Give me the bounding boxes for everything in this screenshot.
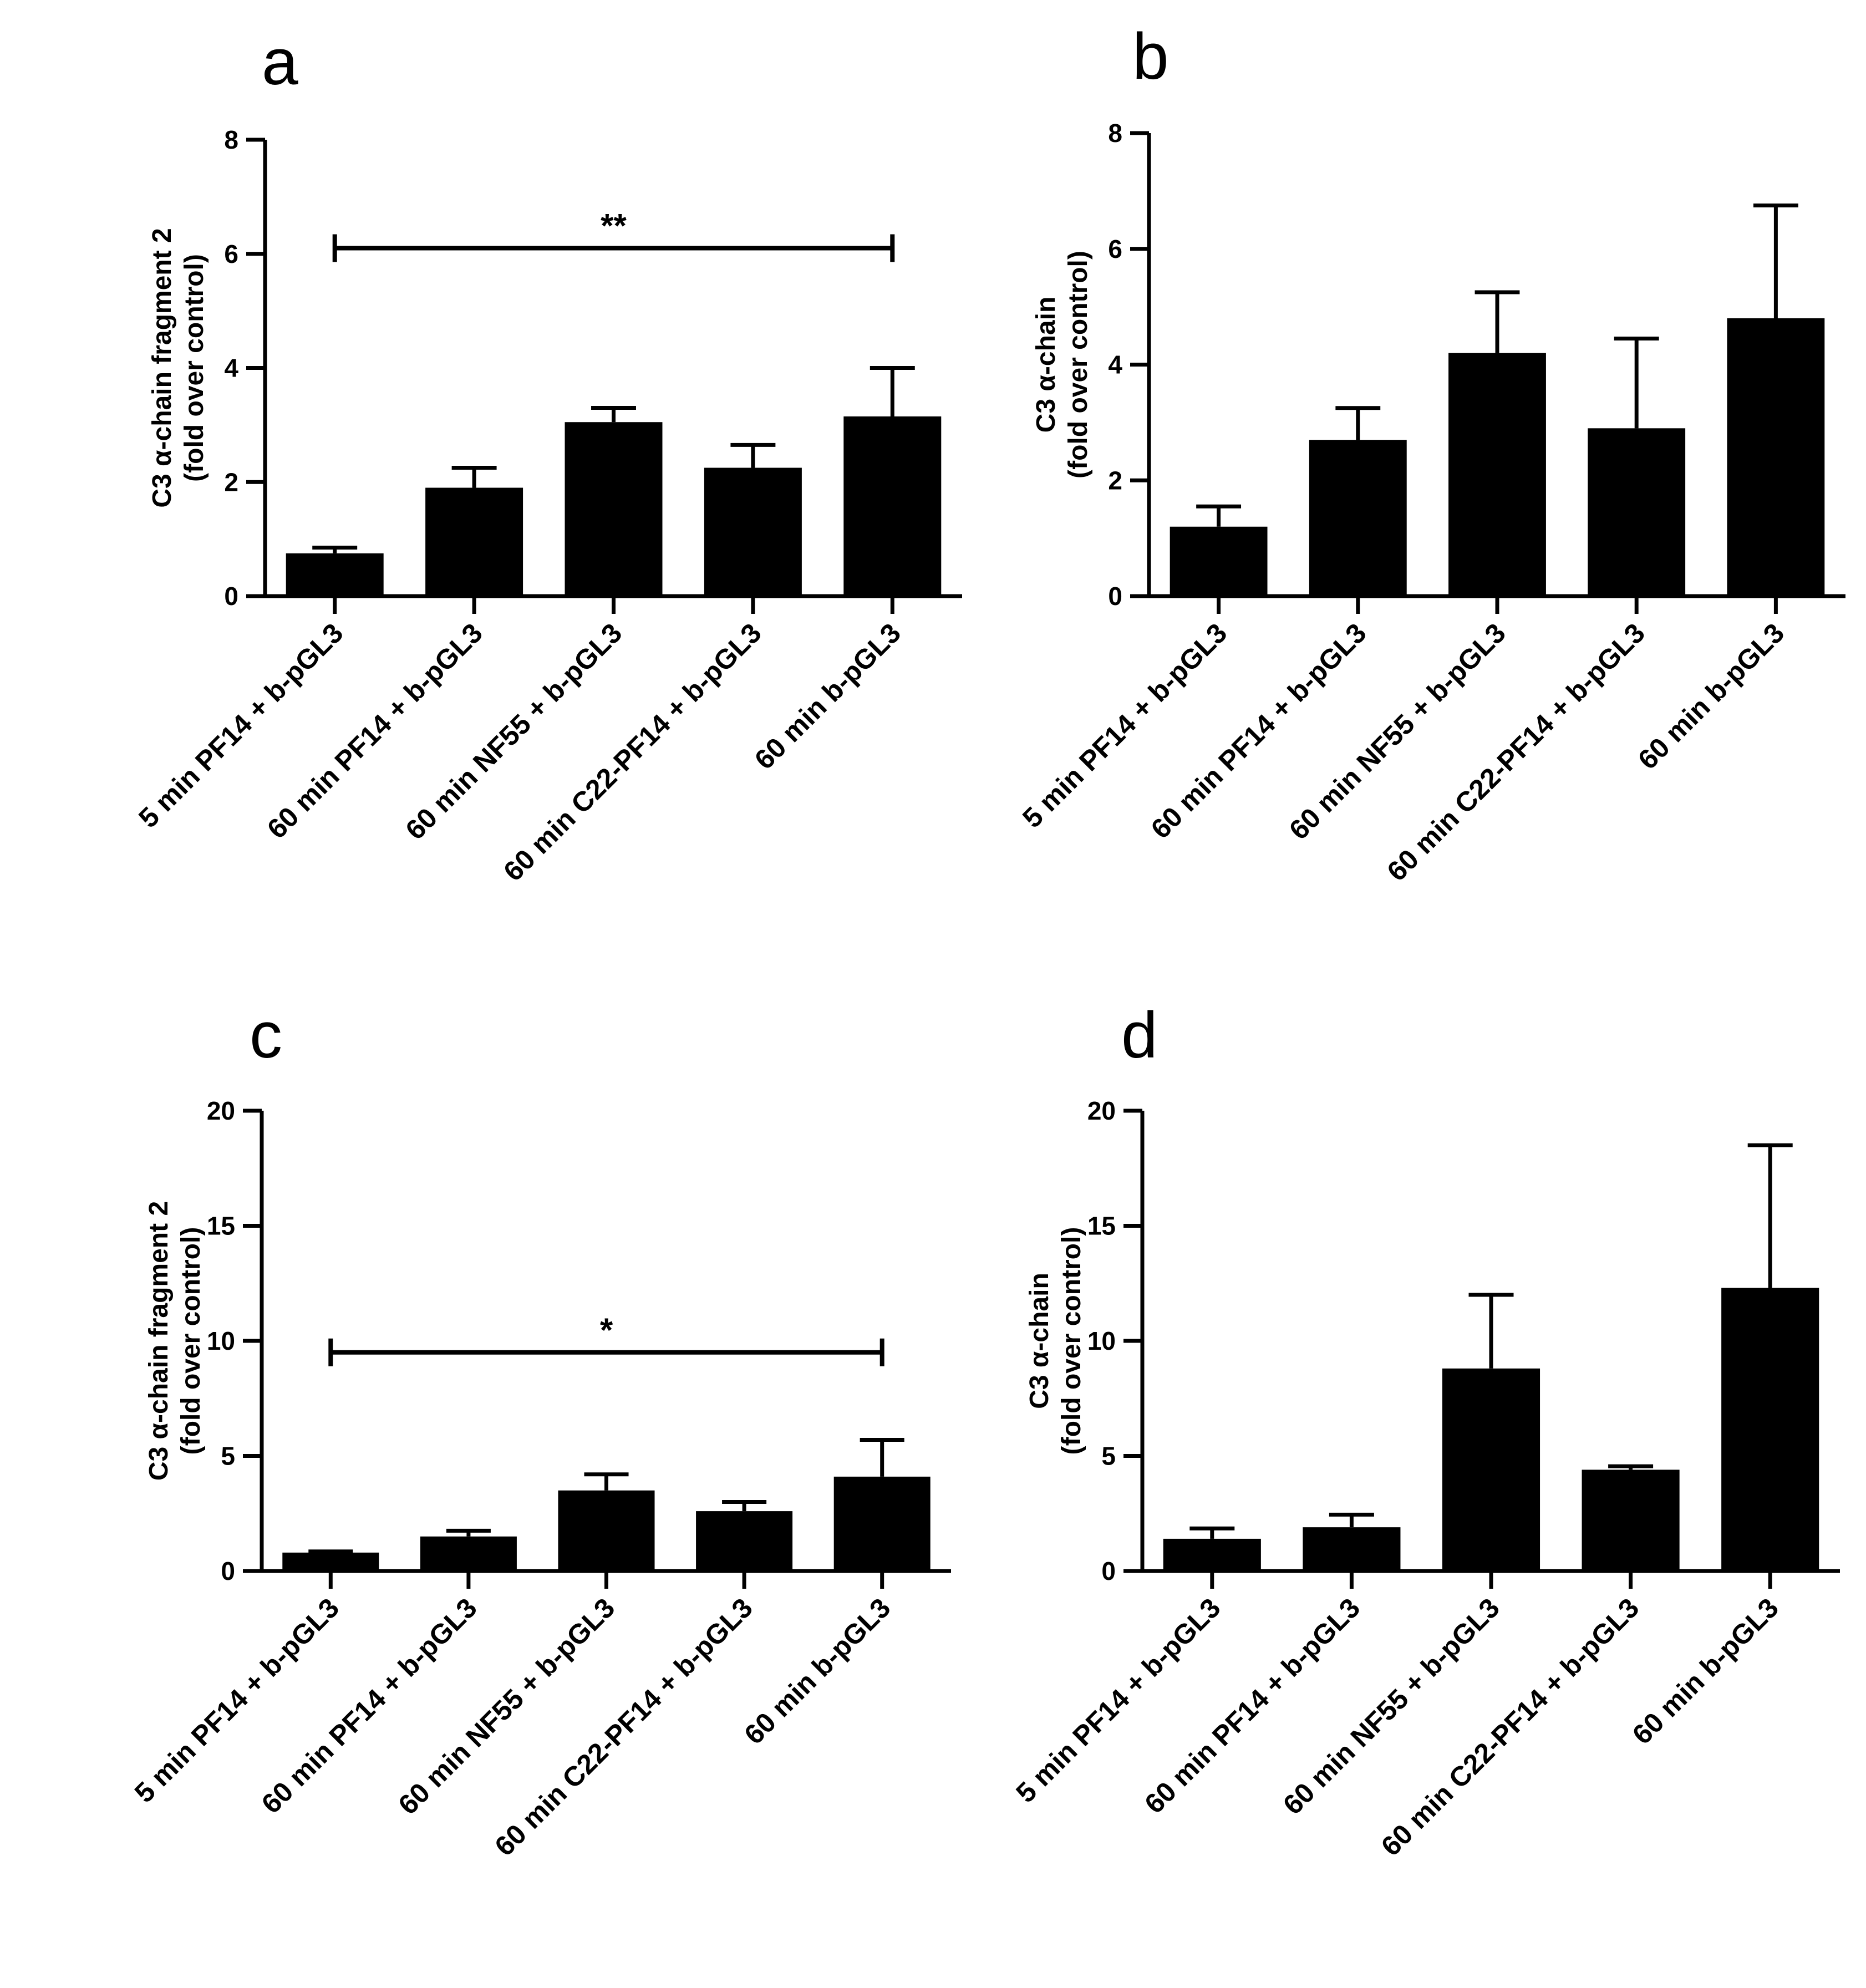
bar [420, 1536, 517, 1571]
y-tick-label: 8 [224, 125, 238, 154]
bar [1309, 440, 1407, 596]
x-category-label: 60 min C22-PF14 + b-pGL3 [1381, 617, 1651, 887]
bar [425, 487, 523, 596]
x-category-label: 60 min C22-PF14 + b-pGL3 [497, 617, 767, 887]
panel-letter: a [262, 26, 298, 99]
y-tick-label: 5 [221, 1442, 235, 1471]
panel-letter: b [1132, 20, 1169, 93]
y-tick-label: 15 [1087, 1212, 1116, 1240]
y-tick-label: 6 [1108, 235, 1122, 263]
bar [843, 416, 942, 596]
y-axis-label: C3 α-chain fragment 2 (fold over control) [144, 1201, 206, 1481]
y-tick-label: 0 [224, 582, 238, 611]
y-tick-label: 6 [224, 240, 238, 268]
y-axis-label-line: C3 α-chain [1031, 297, 1061, 433]
y-axis-label-line: C3 α-chain [1025, 1273, 1054, 1409]
panel-letter: d [1121, 999, 1158, 1072]
bar [282, 1552, 379, 1571]
y-axis-label: C3 α-chain (fold over control) [1025, 1227, 1086, 1455]
bar [1721, 1288, 1819, 1571]
x-category-label: 60 min b-pGL3 [1626, 1592, 1784, 1750]
panel-c: c 0 5 10 15 20 C3 α-chain fragment 2 (fold over… [129, 999, 951, 1862]
y-tick-label: 0 [1108, 582, 1122, 611]
bar [704, 467, 802, 596]
bar [696, 1511, 793, 1571]
bar [833, 1476, 931, 1571]
bar [1448, 353, 1546, 596]
panel-letter: c [250, 999, 282, 1072]
y-tick-label: 10 [207, 1326, 235, 1355]
x-category-label: 60 min b-pGL3 [738, 1592, 896, 1750]
y-tick-label: 2 [1108, 466, 1122, 495]
bar [1170, 526, 1268, 596]
bar [1303, 1527, 1401, 1571]
y-axis-label-line: (fold over control) [176, 1227, 206, 1455]
x-category-label: 60 min b-pGL3 [1632, 617, 1790, 775]
y-tick-label: 10 [1087, 1326, 1116, 1355]
y-axis-label-line: (fold over control) [180, 254, 209, 482]
x-category-label: 60 min C22-PF14 + b-pGL3 [1375, 1592, 1645, 1862]
y-axis-label: C3 α-chain (fold over control) [1031, 251, 1093, 479]
significance-label: * [600, 1311, 613, 1349]
y-tick-label: 5 [1101, 1442, 1116, 1471]
y-axis-label: C3 α-chain fragment 2 (fold over control) [148, 228, 209, 507]
y-tick-label: 2 [224, 467, 238, 496]
y-axis-label-line: C3 α-chain fragment 2 [144, 1201, 174, 1481]
y-tick-label: 0 [1101, 1557, 1116, 1585]
bar [558, 1490, 655, 1571]
y-tick-label: 20 [1087, 1096, 1116, 1125]
significance-label: ** [601, 207, 627, 244]
panel-a: a 0 2 4 6 8 C3 α-chain fragment 2 (fold over co… [133, 26, 962, 887]
y-tick-label: 8 [1108, 119, 1122, 148]
y-tick-label: 0 [221, 1557, 235, 1585]
y-tick-label: 20 [207, 1096, 235, 1125]
y-axis-label-line: C3 α-chain fragment 2 [148, 228, 177, 507]
bar [565, 422, 663, 596]
bar [286, 553, 384, 596]
y-tick-label: 4 [224, 354, 238, 383]
bar [1582, 1470, 1680, 1571]
x-category-label: 60 min b-pGL3 [749, 617, 907, 775]
bar [1163, 1538, 1261, 1571]
y-tick-label: 4 [1108, 350, 1122, 379]
bar [1588, 428, 1686, 596]
bar [1442, 1368, 1540, 1571]
x-category-label: 60 min C22-PF14 + b-pGL3 [489, 1592, 759, 1862]
y-axis-label-line: (fold over control) [1064, 251, 1093, 479]
bar [1727, 318, 1825, 596]
y-tick-label: 15 [207, 1212, 235, 1240]
y-axis-label-line: (fold over control) [1057, 1227, 1086, 1455]
